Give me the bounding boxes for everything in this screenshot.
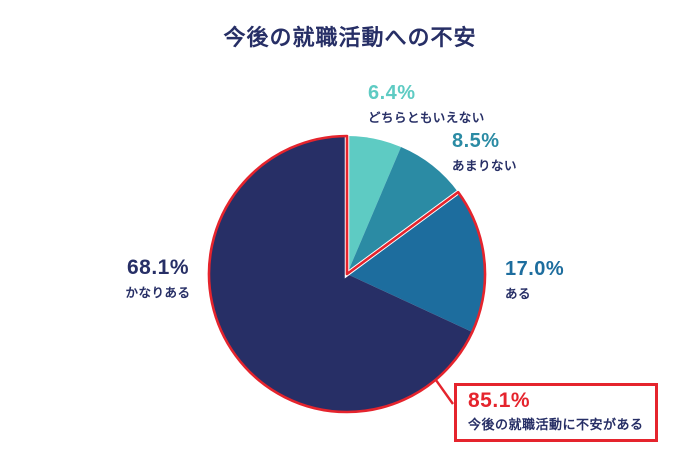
highlight-leader-line [434, 379, 454, 405]
callout-a-lot: 68.1% かなりある [96, 256, 220, 301]
callout-not-much: 8.5% あまりない [452, 130, 517, 174]
text-label-a-lot: かなりある [125, 286, 191, 301]
text-label-highlight: 今後の就職活動に不安がある [468, 417, 644, 433]
text-label-neither: どちらともいえない [368, 111, 485, 125]
pct-label-neither: 6.4% [368, 82, 416, 104]
text-label-not-much: あまりない [452, 159, 518, 173]
pct-label-not-much: 8.5% [452, 130, 500, 152]
callout-some: 17.0% ある [505, 258, 564, 302]
pie-slice-1 [347, 147, 459, 274]
highlight-outline [207, 134, 487, 414]
pie-slice-0 [347, 136, 402, 274]
highlight-annotation-box: 85.1% 今後の就職活動に不安がある [454, 383, 658, 443]
callout-neither: 6.4% どちらともいえない [368, 82, 485, 126]
chart-title: 今後の就職活動への不安 [223, 25, 477, 50]
pie-slice-3 [208, 135, 473, 412]
text-label-some: ある [505, 287, 532, 301]
pct-label-some: 17.0% [505, 258, 565, 280]
pct-label-a-lot: 68.1% [126, 256, 190, 279]
pct-label-highlight: 85.1% [468, 389, 531, 412]
pie-slice-2 [347, 192, 485, 332]
